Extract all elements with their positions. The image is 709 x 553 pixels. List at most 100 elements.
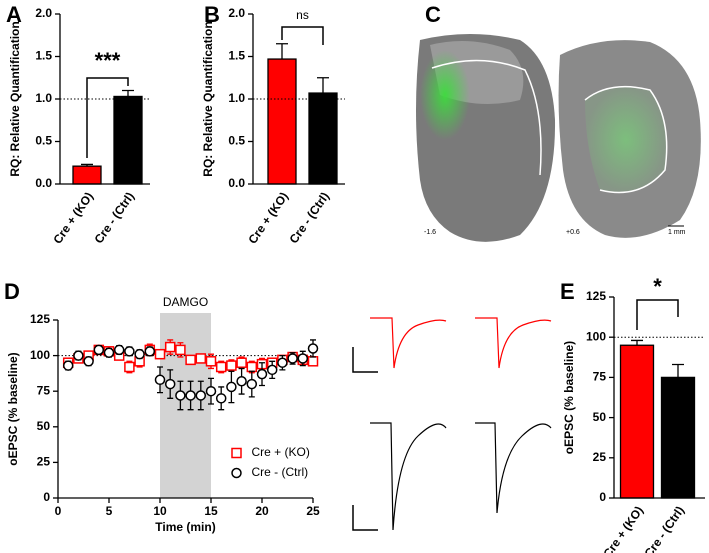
brain-images: C -1.6 +0.6 1 mm bbox=[416, 2, 701, 242]
significance-bracket bbox=[636, 299, 679, 330]
panel-label: C bbox=[425, 2, 441, 27]
y-tick-label: 75 bbox=[593, 370, 607, 384]
annotation: ns bbox=[296, 8, 309, 22]
data-point bbox=[246, 361, 258, 373]
data-point bbox=[144, 346, 156, 357]
y-tick-label: 2.0 bbox=[228, 6, 245, 20]
error-bar bbox=[317, 77, 329, 94]
data-point bbox=[246, 378, 258, 390]
x-tick-label: 20 bbox=[255, 504, 269, 518]
x-tick-label: 25 bbox=[306, 504, 320, 518]
scale-label: 1 mm bbox=[668, 229, 686, 236]
bar bbox=[619, 344, 655, 499]
y-axis-label: oEPSC (% baseline) bbox=[562, 341, 576, 454]
coordinate-label: +0.6 bbox=[566, 229, 580, 236]
data-point bbox=[113, 344, 125, 356]
y-tick-label: 75 bbox=[37, 383, 51, 397]
y-tick-label: 1.5 bbox=[35, 49, 52, 63]
x-tick-label: 0 bbox=[55, 504, 62, 518]
bar bbox=[113, 95, 143, 185]
data-point bbox=[185, 390, 196, 401]
data-point bbox=[307, 356, 319, 367]
data-point bbox=[236, 375, 247, 387]
y-tick-label: 0.5 bbox=[35, 134, 52, 148]
y-tick-label: 0 bbox=[599, 490, 606, 504]
legend-label: Cre + (KO) bbox=[252, 445, 310, 459]
x-tick-label: Cre + (KO) bbox=[50, 190, 96, 247]
data-point bbox=[287, 353, 298, 364]
significance-bracket bbox=[281, 26, 324, 45]
y-axis-label: RQ: Relative Quantification bbox=[8, 21, 22, 176]
data-point bbox=[124, 361, 135, 373]
legend-label: Cre - (Ctrl) bbox=[252, 465, 309, 479]
y-tick-label: 100 bbox=[586, 329, 606, 343]
data-point bbox=[103, 347, 115, 359]
annotation: *** bbox=[95, 48, 121, 73]
data-point bbox=[297, 353, 309, 364]
y-tick-label: 125 bbox=[586, 289, 606, 303]
traces bbox=[352, 317, 552, 531]
fluorescence bbox=[585, 86, 667, 193]
data-point bbox=[277, 357, 288, 368]
annotation: * bbox=[653, 274, 662, 299]
data-point bbox=[266, 364, 278, 376]
error-bar bbox=[631, 339, 643, 346]
significance-bracket bbox=[86, 77, 129, 158]
y-tick-label: 0.0 bbox=[35, 176, 52, 190]
legend-marker bbox=[231, 467, 242, 479]
data-point bbox=[154, 374, 166, 386]
error-bar bbox=[276, 43, 288, 60]
data-point bbox=[195, 353, 207, 364]
data-point bbox=[175, 344, 186, 356]
trace bbox=[475, 422, 552, 514]
x-tick-label: Cre + (KO) bbox=[600, 504, 646, 553]
coordinate-label: -1.6 bbox=[424, 229, 436, 236]
panel-label: D bbox=[4, 279, 20, 304]
scale-bar bbox=[352, 347, 378, 373]
bar bbox=[308, 92, 338, 185]
data-point bbox=[195, 390, 207, 401]
y-tick-label: 2.0 bbox=[35, 6, 52, 20]
shaded-region bbox=[160, 313, 211, 498]
x-tick-label: 5 bbox=[106, 504, 113, 518]
y-tick-label: 0 bbox=[43, 490, 50, 504]
data-point bbox=[236, 357, 247, 368]
data-point bbox=[154, 348, 166, 360]
data-point bbox=[307, 343, 319, 354]
bar bbox=[660, 376, 696, 499]
data-point bbox=[134, 348, 145, 360]
data-point bbox=[215, 393, 227, 404]
y-tick-label: 0.0 bbox=[228, 176, 245, 190]
y-tick-label: 50 bbox=[593, 410, 607, 424]
panel-label: A bbox=[6, 2, 22, 27]
data-point bbox=[226, 360, 237, 371]
data-point bbox=[62, 360, 74, 371]
y-tick-label: 0.5 bbox=[228, 134, 245, 148]
error-bar bbox=[81, 163, 93, 167]
data-point bbox=[185, 354, 196, 366]
x-tick-label: Cre + (KO) bbox=[245, 190, 291, 247]
data-point bbox=[73, 350, 84, 361]
error-bar bbox=[122, 89, 134, 97]
data-point bbox=[215, 361, 227, 373]
x-tick-label: Cre - (Ctrl) bbox=[642, 504, 688, 553]
x-tick-label: 15 bbox=[204, 504, 218, 518]
y-axis-label: oEPSC (% baseline) bbox=[6, 352, 20, 465]
y-tick-label: 25 bbox=[37, 455, 51, 469]
x-tick-label: Cre - (Ctrl) bbox=[92, 190, 138, 247]
trace bbox=[370, 422, 447, 531]
trace bbox=[370, 317, 447, 369]
data-point bbox=[205, 356, 217, 367]
data-point bbox=[83, 356, 94, 367]
y-tick-label: 1.0 bbox=[35, 91, 52, 105]
data-point bbox=[175, 390, 186, 401]
outline bbox=[431, 59, 542, 176]
bar bbox=[72, 165, 102, 185]
data-point bbox=[164, 341, 176, 353]
data-point bbox=[256, 368, 268, 380]
data-point bbox=[93, 344, 105, 356]
fluorescence bbox=[420, 50, 470, 140]
scale-bar bbox=[352, 505, 378, 531]
x-tick-label: Cre - (Ctrl) bbox=[287, 190, 333, 247]
